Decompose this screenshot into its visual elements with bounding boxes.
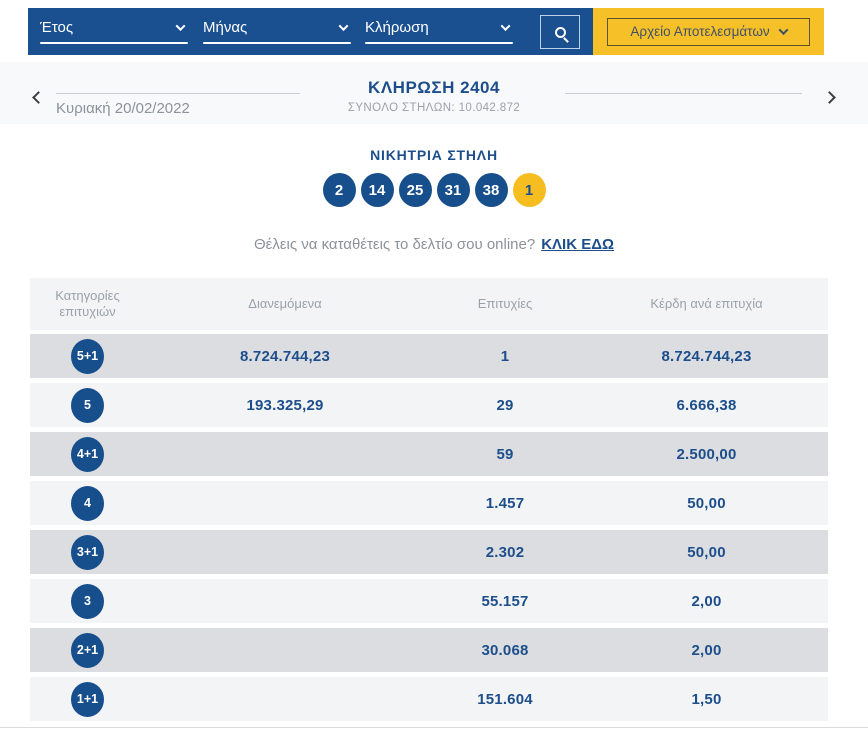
- table-row: 3+1 2.302 50,00: [30, 530, 828, 574]
- prize-value: 2.500,00: [676, 445, 737, 463]
- archive-panel: Αρχείο Αποτελεσμάτων: [593, 8, 824, 55]
- category-badge: 5: [71, 387, 104, 423]
- year-dropdown-label: Έτος: [40, 19, 74, 36]
- year-dropdown[interactable]: Έτος: [40, 8, 188, 55]
- chevron-right-icon: [823, 91, 836, 104]
- prize-value: 1,50: [691, 690, 722, 708]
- draw-dropdown-label: Κλήρωση: [365, 19, 429, 36]
- category-badge: 4+1: [71, 436, 104, 472]
- click-here-link[interactable]: ΚΛΙΚ ΕΔΩ: [541, 236, 615, 253]
- category-badge: 3: [71, 583, 104, 619]
- column-header-prize: Κέρδη ανά επιτυχία: [650, 295, 763, 311]
- category-badge: 4: [71, 485, 104, 521]
- draw-navigation: Κυριακή 20/02/2022 ΚΛΗΡΩΣΗ 2404 ΣΥΝΟΛΟ Σ…: [0, 62, 868, 124]
- category-badge: 5+1: [71, 338, 104, 374]
- chevron-down-icon: [175, 21, 186, 32]
- results-table: Κατηγορίες επιτυχιών Διανεμόμενα Επιτυχί…: [30, 278, 828, 726]
- category-badge: 2+1: [71, 632, 104, 668]
- draw-dropdown[interactable]: Κλήρωση: [365, 8, 513, 55]
- table-row: 5 193.325,29 29 6.666,38: [30, 383, 828, 427]
- prize-value: 50,00: [687, 494, 726, 512]
- chevron-down-icon: [500, 21, 511, 32]
- prize-value: 50,00: [687, 543, 726, 561]
- divider: [0, 727, 868, 728]
- winning-number-ball: 2: [322, 173, 356, 207]
- online-cta: Θέλεις να καταθέτεις το δελτίο σου onlin…: [0, 236, 868, 253]
- winning-numbers: 2 14 25 31 38 1: [0, 173, 868, 207]
- winning-number-ball: 25: [398, 173, 432, 207]
- draw-title: ΚΛΗΡΩΣΗ 2404: [368, 78, 500, 97]
- archive-results-label: Αρχείο Αποτελεσμάτων: [630, 24, 770, 39]
- distributed-value: 8.724.744,23: [240, 347, 330, 365]
- winning-number-ball: 31: [436, 173, 470, 207]
- category-badge: 3+1: [71, 534, 104, 570]
- column-header-categories: Κατηγορίες επιτυχιών: [55, 287, 120, 319]
- winners-value: 59: [496, 445, 514, 463]
- column-header-distributed: Διανεμόμενα: [248, 295, 322, 311]
- winners-value: 2.302: [485, 543, 525, 561]
- next-draw-button[interactable]: [821, 86, 838, 109]
- archive-results-dropdown[interactable]: Αρχείο Αποτελεσμάτων: [607, 17, 810, 46]
- dropdown-underline: [365, 42, 513, 44]
- category-badge: 1+1: [71, 681, 104, 717]
- search-icon: [554, 26, 566, 38]
- winners-value: 55.157: [481, 592, 529, 610]
- table-row: 3 55.157 2,00: [30, 579, 828, 623]
- prize-value: 2,00: [691, 641, 722, 659]
- prize-value: 8.724.744,23: [661, 347, 752, 365]
- table-header-row: Κατηγορίες επιτυχιών Διανεμόμενα Επιτυχί…: [30, 278, 828, 330]
- distributed-value: 193.325,29: [246, 396, 324, 414]
- winning-number-ball: 38: [474, 173, 508, 207]
- month-dropdown[interactable]: Μήνας: [203, 8, 351, 55]
- prize-value: 6.666,38: [676, 396, 737, 414]
- table-row: 4 1.457 50,00: [30, 481, 828, 525]
- prize-value: 2,00: [691, 592, 722, 610]
- column-header-winners: Επιτυχίες: [477, 295, 533, 311]
- winning-number-ball: 14: [360, 173, 394, 207]
- chevron-down-icon: [778, 25, 789, 36]
- filter-bar: Έτος Μήνας Κλήρωση: [28, 8, 593, 55]
- dropdown-underline: [40, 42, 188, 44]
- dropdown-underline: [203, 42, 351, 44]
- winning-column-title: ΝΙΚΗΤΡΙΑ ΣΤΗΛΗ: [370, 147, 498, 163]
- table-row: 5+1 8.724.744,23 1 8.724.744,23: [30, 334, 828, 378]
- table-row: 2+1 30.068 2,00: [30, 628, 828, 672]
- divider: [56, 93, 300, 94]
- table-row: 4+1 59 2.500,00: [30, 432, 828, 476]
- winners-value: 1.457: [485, 494, 525, 512]
- winners-value: 1: [500, 347, 510, 365]
- total-columns-label: ΣΥΝΟΛΟ ΣΤΗΛΩΝ: 10.042.872: [347, 102, 521, 114]
- winners-value: 29: [496, 396, 514, 414]
- draw-date: Κυριακή 20/02/2022: [56, 100, 190, 117]
- winners-value: 30.068: [481, 641, 529, 659]
- online-cta-text: Θέλεις να καταθέτεις το δελτίο σου onlin…: [253, 236, 536, 253]
- month-dropdown-label: Μήνας: [203, 19, 248, 36]
- joker-number-ball: 1: [512, 173, 546, 207]
- divider: [565, 93, 802, 94]
- chevron-down-icon: [338, 21, 349, 32]
- winners-value: 151.604: [477, 690, 533, 708]
- search-button[interactable]: [540, 15, 580, 49]
- table-row: 1+1 151.604 1,50: [30, 677, 828, 721]
